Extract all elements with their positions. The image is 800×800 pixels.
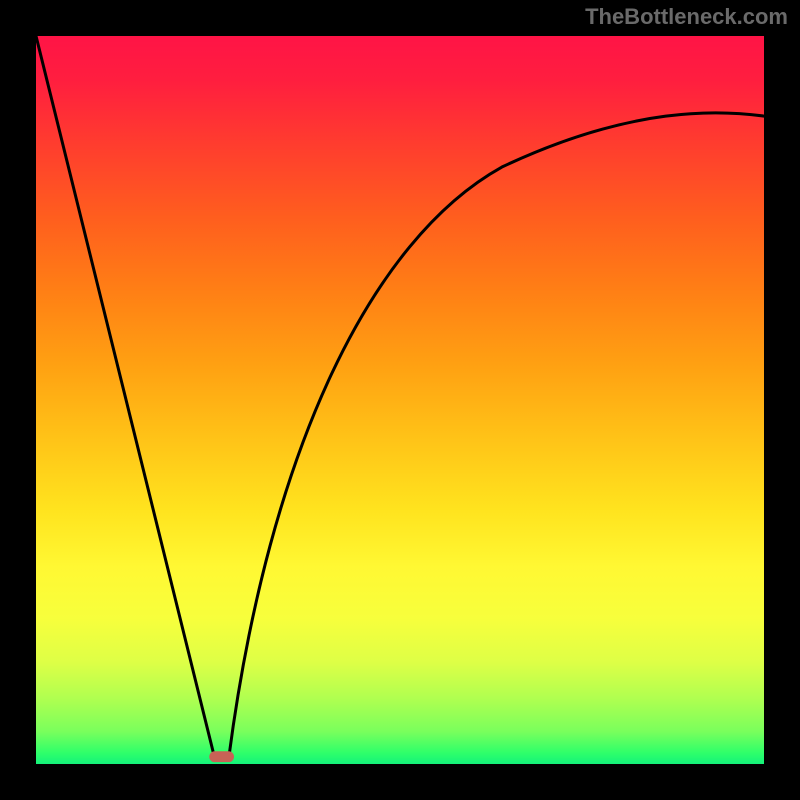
- chart-background: [36, 36, 764, 764]
- watermark-label: TheBottleneck.com: [585, 4, 788, 30]
- chart-svg: [36, 36, 764, 764]
- optimum-marker: [209, 751, 234, 762]
- chart-plot-area: [36, 36, 764, 764]
- chart-frame: TheBottleneck.com: [0, 0, 800, 800]
